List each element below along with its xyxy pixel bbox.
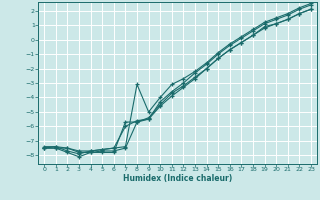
X-axis label: Humidex (Indice chaleur): Humidex (Indice chaleur): [123, 174, 232, 183]
